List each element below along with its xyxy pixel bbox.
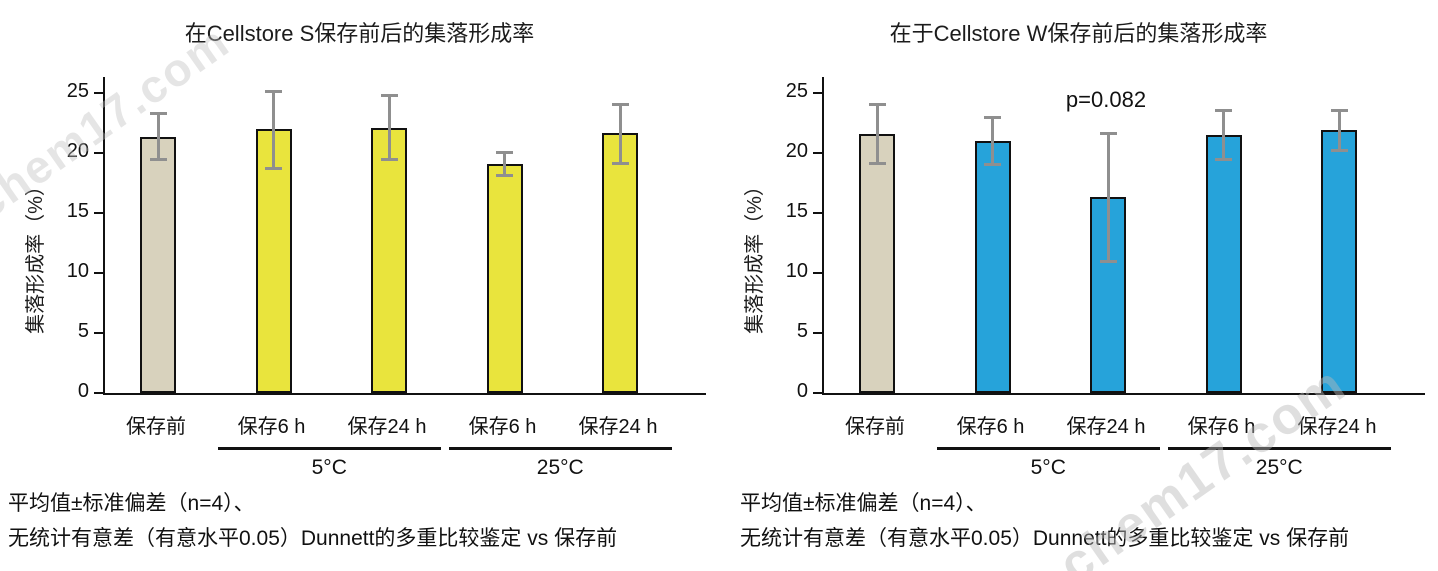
group-underline <box>217 447 441 450</box>
chart-cellstore-s: 在Cellstore S保存前后的集落形成率 集落形成率（%） 0 5 10 15 20… <box>8 21 706 556</box>
y-tick-mark <box>812 91 822 95</box>
error-bar-cap-top <box>611 102 629 106</box>
error-bar-cap-bottom <box>149 158 167 162</box>
y-tick-label: 15 <box>785 200 808 222</box>
footnote-line-2: 无统计有意差（有意水平0.05）Dunnett的多重比较鉴定 vs 保存前 <box>8 527 618 550</box>
annotation-p-value: p=0.082 <box>1065 87 1147 112</box>
y-tick-mark <box>93 211 103 215</box>
y-tick-label: 5 <box>796 320 808 342</box>
error-bar-cap-bottom <box>868 161 886 165</box>
error-bar-line <box>1106 132 1110 263</box>
y-tick-label: 25 <box>66 80 89 102</box>
y-tick-mark <box>93 391 103 395</box>
x-tick-label: 保存6 h <box>956 416 1025 438</box>
x-tick-label: 保存24 h <box>347 416 427 438</box>
error-bar-line <box>875 103 879 164</box>
error-bar-line <box>387 95 391 161</box>
x-tick-label: 保存24 h <box>1297 416 1377 438</box>
error-bar-cap-bottom <box>496 173 513 177</box>
x-tick-label: 保存前 <box>126 416 186 438</box>
footnote: 平均值±标准偏差（n=4）、 无统计有意差（有意水平0.05）Dunnett的多… <box>8 486 617 556</box>
y-tick-mark <box>93 91 103 95</box>
y-tick-mark <box>812 151 822 155</box>
bar <box>140 137 176 393</box>
error-bar-line <box>618 103 622 164</box>
y-tick-mark <box>93 271 103 275</box>
group-label: 5°C <box>1030 456 1066 479</box>
y-tick-mark <box>812 331 822 335</box>
error-bar-cap-bottom <box>380 158 398 162</box>
error-bar-line <box>1222 109 1225 161</box>
group-underline <box>448 447 672 450</box>
y-tick-mark <box>93 331 103 335</box>
error-bar-cap-top <box>1330 108 1348 112</box>
y-tick-label: 15 <box>66 200 89 222</box>
error-bar-line <box>272 90 275 169</box>
error-bar-line <box>991 117 994 165</box>
error-bar-cap-top <box>380 94 398 98</box>
footnote-line-2: 无统计有意差（有意水平0.05）Dunnett的多重比较鉴定 vs 保存前 <box>740 527 1350 550</box>
error-bar-cap-top <box>149 112 167 116</box>
error-bar-cap-bottom <box>611 161 629 165</box>
x-tick-label: 保存前 <box>845 416 905 438</box>
group-label: 25°C <box>536 456 584 479</box>
x-tick-label: 保存6 h <box>237 416 306 438</box>
bar <box>371 127 407 393</box>
error-bar-cap-bottom <box>1215 158 1232 162</box>
plot-area: 0 5 10 15 20 25 <box>786 77 1425 402</box>
footnote: 平均值±标准偏差（n=4）、 无统计有意差（有意水平0.05）Dunnett的多… <box>740 486 1349 556</box>
chart-cellstore-w: 在于Cellstore W保存前后的集落形成率 集落形成率（%） 0 5 10 15 2… <box>719 0 1438 571</box>
error-bar-cap-bottom <box>1099 260 1117 264</box>
error-bar-line <box>503 151 506 176</box>
footnote-line-1: 平均值±标准偏差（n=4）、 <box>8 492 255 515</box>
group-label: 5°C <box>311 456 347 479</box>
bar <box>859 133 895 393</box>
bar <box>1205 135 1242 393</box>
error-bar-cap-bottom <box>265 166 282 170</box>
plot-area: 0 5 10 15 20 25 <box>67 77 706 402</box>
bar <box>255 129 292 393</box>
y-tick-label: 20 <box>66 140 89 162</box>
error-bar-cap-top <box>984 116 1001 119</box>
chart-title: 在Cellstore S保存前后的集落形成率 <box>184 21 535 46</box>
error-bar-cap-top <box>868 102 886 106</box>
group-underline <box>936 447 1160 450</box>
error-bar-cap-top <box>1099 131 1117 135</box>
bar <box>486 163 523 393</box>
x-tick-label: 保存24 h <box>1066 416 1146 438</box>
y-tick-mark <box>93 151 103 155</box>
bar <box>974 141 1011 393</box>
y-tick-label: 10 <box>66 260 89 282</box>
y-tick-label: 10 <box>785 260 808 282</box>
error-bar-cap-top <box>265 89 282 93</box>
error-bar-cap-top <box>496 150 513 154</box>
x-tick-label: 保存24 h <box>578 416 658 438</box>
chart-title: 在于Cellstore W保存前后的集落形成率 <box>889 21 1268 46</box>
group-label: 25°C <box>1255 456 1303 479</box>
error-bar-line <box>156 113 160 161</box>
x-tick-label: 保存6 h <box>468 416 537 438</box>
y-tick-mark <box>812 271 822 275</box>
y-tick-label: 25 <box>785 80 808 102</box>
error-bar-cap-top <box>1215 108 1232 112</box>
error-bar-cap-bottom <box>984 163 1001 166</box>
y-tick-mark <box>812 391 822 395</box>
group-underline <box>1167 447 1391 450</box>
footnote-line-1: 平均值±标准偏差（n=4）、 <box>740 492 987 515</box>
y-tick-label: 20 <box>785 140 808 162</box>
y-tick-label: 0 <box>796 380 808 402</box>
y-tick-label: 0 <box>77 380 89 402</box>
x-tick-label: 保存6 h <box>1187 416 1256 438</box>
error-bar-cap-bottom <box>1330 148 1348 152</box>
bar <box>1321 130 1357 393</box>
y-tick-label: 5 <box>77 320 89 342</box>
bar <box>602 132 638 393</box>
y-tick-mark <box>812 211 822 215</box>
error-bar-line <box>1337 109 1341 151</box>
